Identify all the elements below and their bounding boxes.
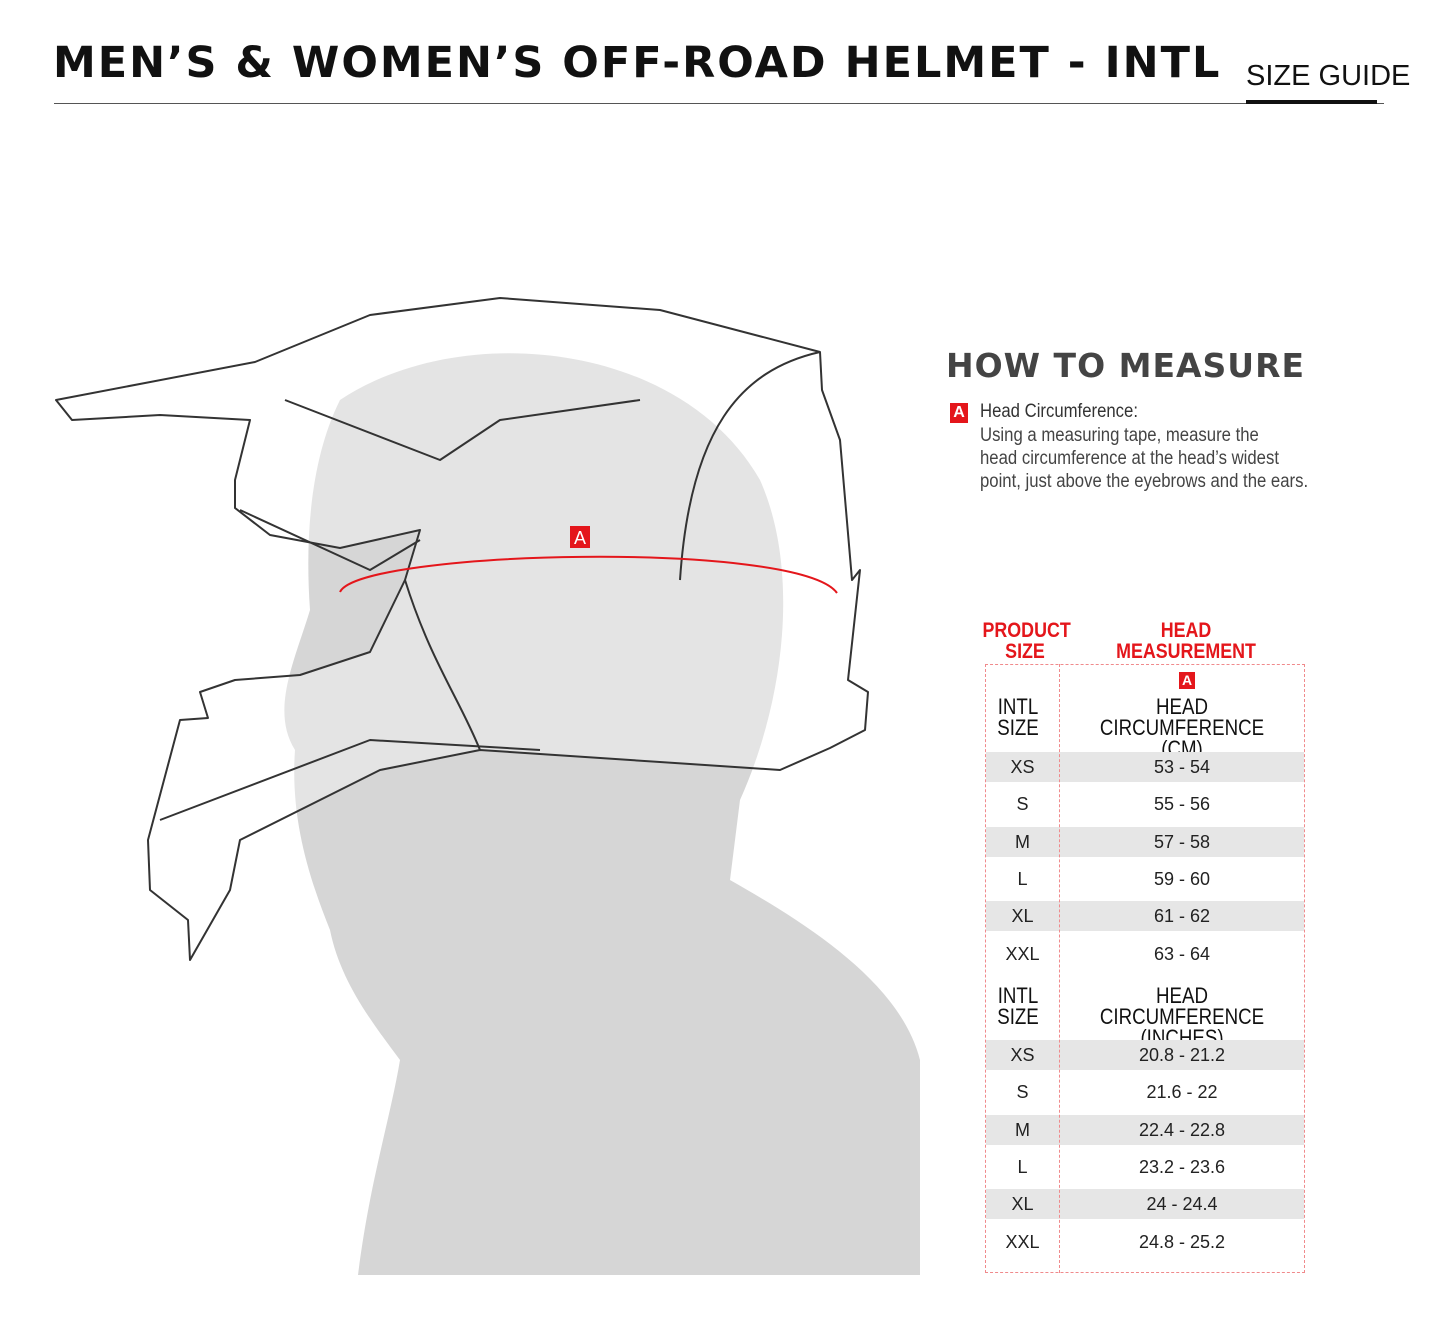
page-title: MEN’S & WOMEN’S OFF-ROAD HELMET - INTL (53, 38, 1222, 88)
header-line: SIZE (1005, 640, 1045, 663)
head-measurement-header: HEAD MEASUREMENT (1113, 620, 1259, 662)
table-row: XS 53 - 54 (986, 752, 1304, 782)
measurement-arc (339, 555, 838, 594)
measurement-cell: 63 - 64 (1153, 943, 1211, 964)
measure-a-badge: A (950, 403, 968, 423)
size-cell: XL (1011, 1194, 1034, 1215)
head-silhouette (284, 353, 920, 1275)
table-row: XL 24 - 24.4 (986, 1189, 1304, 1220)
marker-a-label: A (574, 528, 586, 548)
measurement-cell: 24.8 - 25.2 (1138, 1231, 1226, 1252)
size-cell: XXL (1005, 1231, 1040, 1252)
size-cell: XL (1011, 906, 1034, 927)
circumference-label: HEAD CIRCUMFERENCE (CM) (1099, 694, 1265, 761)
measure-heading: Head Circumference: (980, 401, 1138, 422)
measurement-cell: 20.8 - 21.2 (1138, 1045, 1226, 1065)
measure-instructions: Using a measuring tape, measure the head… (980, 424, 1308, 493)
size-cell: L (1017, 868, 1028, 889)
measurement-cell: 61 - 62 (1153, 906, 1211, 927)
size-cell: L (1017, 1156, 1028, 1177)
size-cell: M (1015, 831, 1030, 852)
circumference-label: HEAD CIRCUMFERENCE (INCHES) (1099, 983, 1265, 1050)
table-row: S 55 - 56 (986, 789, 1304, 819)
table-row: L 59 - 60 (986, 864, 1304, 894)
size-table (985, 664, 1305, 1273)
measurement-cell: 57 - 58 (1153, 831, 1211, 852)
table-row: M 22.4 - 22.8 (986, 1114, 1304, 1145)
how-to-measure-title: HOW TO MEASURE (946, 346, 1306, 385)
table-row: XS 20.8 - 21.2 (986, 1040, 1304, 1070)
product-size-header: PRODUCT SIZE (982, 619, 1071, 663)
header-line: HEAD (1160, 619, 1212, 642)
size-cell: XS (1010, 757, 1035, 777)
size-cell: XXL (1005, 943, 1040, 964)
size-cell: XS (1010, 1045, 1035, 1065)
table-row: XXL 63 - 64 (986, 939, 1304, 969)
marker-a-badge (570, 526, 590, 548)
intl-size-label: INTL SIZE (997, 694, 1039, 740)
size-guide-underline (1246, 100, 1377, 104)
table-row: S 21.6 - 22 (986, 1077, 1304, 1107)
size-cell: S (1016, 1082, 1029, 1103)
size-guide-label: SIZE GUIDE (1246, 60, 1411, 92)
measurement-cell: 24 - 24.4 (1146, 1194, 1218, 1215)
measurement-cell: 53 - 54 (1153, 757, 1211, 777)
table-row: XL 61 - 62 (986, 901, 1304, 932)
measurement-cell: 22.4 - 22.8 (1138, 1119, 1226, 1140)
table-row: XXL 24.8 - 25.2 (986, 1227, 1304, 1257)
header-line: MEASUREMENT (1116, 640, 1256, 663)
measurement-cell: 23.2 - 23.6 (1138, 1156, 1226, 1177)
measurement-cell: 59 - 60 (1153, 868, 1211, 889)
instruction-line: head circumference at the head’s widest (980, 448, 1279, 469)
helmet-measurement-illustration: A (55, 297, 920, 1275)
header-line: PRODUCT (982, 619, 1071, 642)
table-a-badge: A (1179, 672, 1195, 689)
size-cell: M (1015, 1119, 1030, 1140)
table-row: L 23.2 - 23.6 (986, 1152, 1304, 1182)
size-cell: S (1016, 794, 1029, 815)
instruction-line: Using a measuring tape, measure the (980, 425, 1259, 446)
measurement-cell: 55 - 56 (1153, 794, 1211, 815)
column-divider (1059, 664, 1060, 1273)
measurement-cell: 21.6 - 22 (1146, 1082, 1218, 1103)
table-row: M 57 - 58 (986, 826, 1304, 857)
instruction-line: point, just above the eyebrows and the e… (980, 471, 1309, 492)
helmet-outline (55, 297, 869, 961)
intl-size-label: INTL SIZE (997, 983, 1039, 1029)
title-divider (54, 103, 1384, 104)
